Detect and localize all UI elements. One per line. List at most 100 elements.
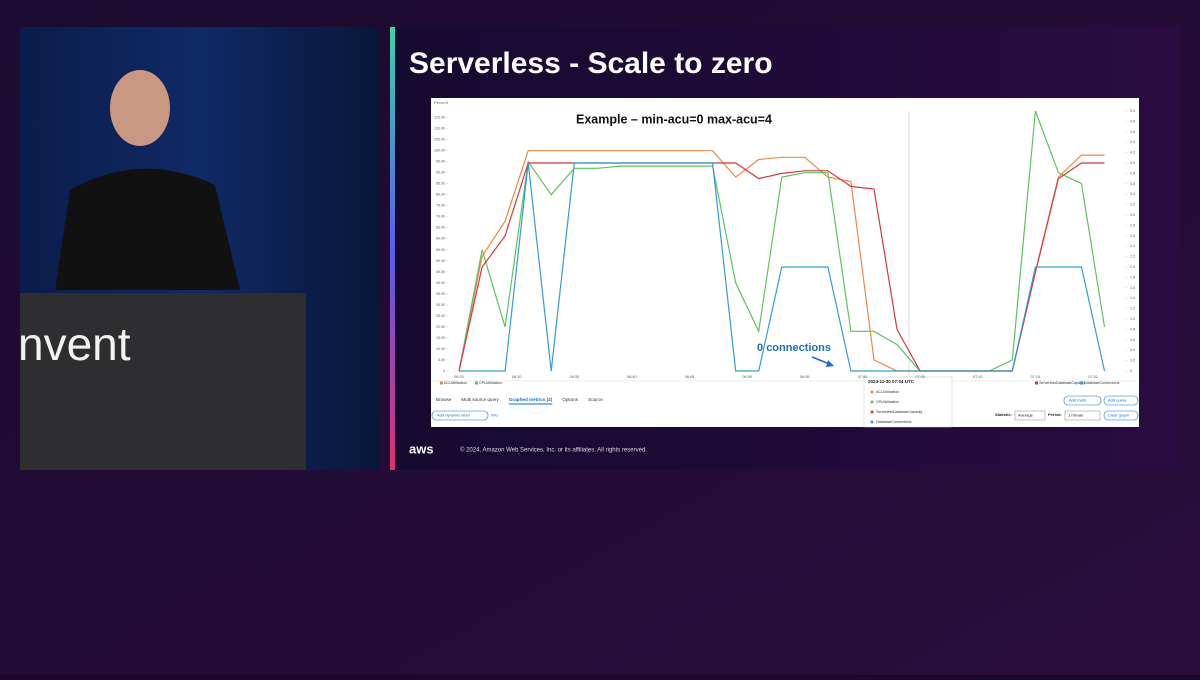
y2ticks-label: 2.0 (1130, 265, 1135, 269)
dynamic-label-button[interactable] (431, 410, 489, 421)
clear-graph-button[interactable] (1103, 410, 1139, 421)
y2ticks-label: 2.4 (1130, 244, 1135, 248)
tab[interactable]: Graphed metrics (4) (509, 397, 553, 402)
y2ticks-label: 3.2 (1130, 203, 1135, 207)
tooltip: 2024-11-30 07:04 UTC ACUUtilization CPUUt… (863, 376, 953, 428)
slide-stripe (390, 27, 395, 470)
y2ticks-label: 3.6 (1130, 182, 1135, 186)
x-tick-label: 06:40 (627, 375, 637, 379)
x-tick-label: 07:00 (858, 375, 868, 379)
y2ticks-label: 5.0 (1130, 109, 1135, 113)
x-tick-label: 06:30 (512, 375, 522, 379)
yticks-label: 75.00 (436, 204, 445, 208)
legend-swatch (440, 381, 443, 385)
yticks-label: 5.00 (438, 358, 445, 362)
y2ticks-label: 0.8 (1130, 327, 1135, 331)
period-label: Period: (1048, 412, 1062, 417)
y-axis-label: Percent (434, 100, 449, 105)
add-query-text: Add query (1108, 398, 1126, 403)
y2ticks-label: 1.2 (1130, 307, 1135, 311)
legend-label: CPUUtilization (479, 381, 502, 385)
tab[interactable]: Source (588, 397, 603, 402)
tab[interactable]: Browse (436, 397, 452, 402)
y2ticks-label: 2.6 (1130, 234, 1135, 238)
legend-swatch (475, 381, 478, 385)
yticks-label: 90.00 (436, 171, 445, 175)
y2ticks-label: 3.8 (1130, 171, 1135, 175)
period-select[interactable] (1064, 410, 1101, 421)
y2ticks-label: 4.8 (1130, 119, 1135, 123)
info-link[interactable]: Info (491, 413, 498, 418)
yticks-label: 115.00 (434, 116, 445, 120)
yticks-label: 110.00 (434, 127, 445, 131)
yticks-label: 80.00 (436, 193, 445, 197)
series-line (459, 162, 1106, 372)
statistic-label: Statistic: (995, 412, 1012, 417)
yticks-label: 60.00 (436, 237, 445, 241)
x-tick-label: 07:15 (1031, 375, 1041, 379)
y2ticks-label: 0.6 (1130, 338, 1135, 342)
yticks-label: 0 (443, 369, 445, 373)
legend-swatch (1080, 381, 1083, 385)
statistic-value: Average (1018, 413, 1034, 418)
x-tick-label: 06:45 (685, 375, 695, 379)
yticks-label: 15.00 (436, 336, 445, 340)
tooltip-swatch (870, 410, 874, 414)
x-tick-label: 06:25 (454, 375, 464, 379)
legend-label: DatabaseConnections (1084, 381, 1120, 385)
y2ticks-label: 3.4 (1130, 192, 1135, 196)
tooltip-box (863, 376, 953, 428)
tooltip-metric: CPUUtilization (876, 400, 899, 404)
footer: © 2024, Amazon Web Services, Inc. or its… (460, 447, 647, 454)
add-math-text: Add math (1069, 398, 1086, 403)
tooltip-swatch (870, 390, 874, 394)
y2ticks-label: 1.0 (1130, 317, 1135, 321)
x-tick-label: 06:50 (742, 375, 752, 379)
yticks-label: 45.00 (436, 270, 445, 274)
podium-text: nvent (18, 318, 131, 370)
series-line (458, 110, 1106, 372)
aws-logo: aws (409, 441, 434, 456)
yticks-label: 35.00 (436, 292, 445, 296)
tab[interactable]: Options (562, 397, 579, 402)
yticks-label: 20.00 (436, 325, 445, 329)
clear-graph-text: Clear graph (1108, 413, 1129, 418)
yticks-label: 105.00 (434, 138, 445, 142)
x-tick-label: 07:10 (973, 375, 983, 379)
y2ticks-label: 4.6 (1130, 130, 1135, 134)
statistic-select[interactable] (1014, 410, 1046, 421)
y2ticks-label: 4.0 (1130, 161, 1135, 165)
y2ticks-label: 1.6 (1130, 286, 1135, 290)
y2ticks-label: 2.2 (1130, 255, 1135, 259)
speaker-head (110, 70, 170, 146)
tab[interactable]: Multi source query (461, 397, 499, 402)
y2ticks-label: 0.2 (1130, 359, 1135, 363)
tooltip-metric: ACUUtilization (876, 390, 899, 394)
x-tick-label: 06:55 (800, 375, 810, 379)
annotation-arrowhead (826, 360, 834, 367)
yticks-label: 40.00 (436, 281, 445, 285)
tooltip-time: 2024-11-30 07:04 UTC (868, 379, 915, 384)
add-query-button[interactable] (1103, 395, 1139, 406)
y2ticks-label: 1.8 (1130, 275, 1135, 279)
chart-subtitle: Example – min-acu=0 max-acu=4 (576, 112, 772, 126)
yticks-label: 70.00 (436, 215, 445, 219)
y2ticks-label: 2.8 (1130, 223, 1135, 227)
legend-label: ServerlessDatabaseCapacity (1039, 381, 1086, 385)
tabs: Browse Multi source query Graphed metrics … (436, 397, 603, 405)
y2ticks-label: 0.4 (1130, 348, 1135, 352)
y2ticks-label: 0 (1130, 369, 1132, 373)
yticks-label: 65.00 (436, 226, 445, 230)
y2ticks-label: 3.0 (1130, 213, 1135, 217)
add-math-button[interactable] (1063, 395, 1102, 406)
yticks-label: 25.00 (436, 314, 445, 318)
yticks-label: 50.00 (436, 259, 445, 263)
y2ticks-label: 4.4 (1130, 140, 1135, 144)
legend-label: ACUUtilization (444, 381, 467, 385)
yticks-label: 10.00 (436, 347, 445, 351)
speaker-body (55, 168, 240, 290)
tooltip-swatch (870, 420, 874, 424)
x-tick-label: 07:20 (1088, 375, 1098, 379)
yticks-label: 30.00 (436, 303, 445, 307)
